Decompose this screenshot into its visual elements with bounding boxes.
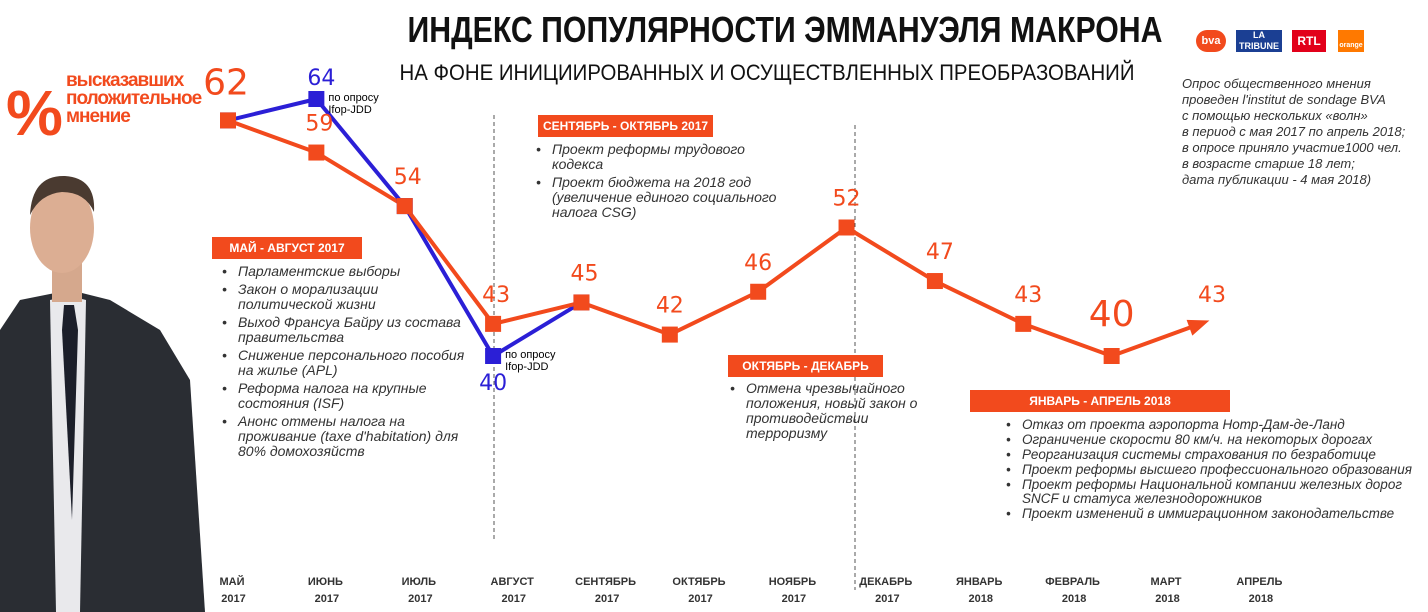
annotation-list: Парламентские выборы Закон о морализации …	[216, 264, 473, 462]
chart-subtitle: НА ФОНЕ ИНИЦИИРОВАННЫХ И ОСУЩЕСТВЛЕННЫХ …	[400, 60, 1135, 85]
x-tick-label: ФЕВРАЛЬ 2018	[1045, 576, 1100, 605]
chart-title: ИНДЕКС ПОПУЛЯРНОСТИ ЭММАНУЭЛЯ МАКРОНА	[408, 9, 1163, 50]
value-label: 54	[394, 165, 422, 190]
logo: LA TRIBUNE	[1236, 30, 1282, 52]
annotation-title: СЕНТЯБРЬ - ОКТЯБРЬ 2017	[538, 115, 713, 137]
marker	[485, 348, 502, 364]
note-line: проведен l'institut de sondage BVA	[1182, 92, 1386, 107]
annotation-item: Проект бюджета на 2018 год (увеличение е…	[536, 175, 782, 220]
annotation-item: Выход Франсуа Байру из состава правитель…	[222, 315, 473, 345]
x-tick-label: МАРТ 2018	[1150, 576, 1181, 605]
x-tick-label: ИЮНЬ 2017	[308, 576, 343, 605]
x-tick-label: ДЕКАБРЬ 2017	[859, 576, 912, 605]
marker	[485, 315, 502, 332]
marker	[396, 198, 413, 215]
annotation-item: Проект реформы высшего профессионального…	[1006, 463, 1428, 478]
x-tick-label: АВГУСТ 2017	[491, 576, 535, 605]
marker	[926, 273, 943, 290]
logo: RTL	[1292, 30, 1326, 52]
annotation-item: Анонс отмены налога на проживание (taxe …	[222, 414, 473, 459]
x-tick-label: ЯНВАРЬ 2018	[956, 576, 1003, 605]
value-label: 47	[926, 240, 954, 265]
annotation-item: Отказ от проекта аэропорта Нотр-Дам-де-Л…	[1006, 418, 1428, 433]
source-label: по опросу Ifop-JDD	[328, 92, 379, 116]
value-label: 62	[203, 62, 249, 103]
note-line: с помощью нескольких «волн»	[1182, 108, 1368, 123]
note: Опрос общественного мнения проведен l'ins…	[1182, 76, 1405, 188]
note-line: Опрос общественного мнения	[1182, 76, 1371, 91]
note-line: в опросе приняло участие1000 чел.	[1182, 140, 1402, 155]
marker	[308, 91, 325, 107]
annotation-list: Проект реформы трудового кодексаПроект б…	[530, 142, 782, 223]
series-line	[227, 118, 1201, 358]
annotation-item: Снижение персонального пособия на жилье …	[222, 348, 473, 378]
arrow-head	[1186, 319, 1210, 336]
x-tick-label: АПРЕЛЬ 2018	[1236, 576, 1282, 605]
marker	[838, 219, 855, 236]
marker	[573, 294, 590, 311]
annotation-item: Ограничение скорости 80 км/ч. на некотор…	[1006, 433, 1428, 448]
source-label: по опросу Ifop-JDD	[505, 349, 556, 373]
annotation-title: ОКТЯБРЬ - ДЕКАБРЬ 2017	[728, 355, 883, 395]
value-label: 40	[1089, 294, 1135, 335]
annotation-title: МАЙ - АВГУСТ 2017	[212, 237, 362, 259]
marker	[220, 112, 236, 129]
annotation-list: Отказ от проекта аэропорта Нотр-Дам-де-Л…	[1000, 418, 1428, 522]
note-line: в период с мая 2017 по апрель 2018;	[1182, 124, 1406, 139]
annotation-item: Реорганизация системы страхования по без…	[1006, 448, 1428, 463]
annotation-item: Проект изменений в иммиграционном законо…	[1006, 507, 1428, 522]
photo	[0, 175, 205, 612]
note-line: в возрасте старше 18 лет;	[1182, 156, 1355, 171]
value-label: 43	[1198, 283, 1226, 308]
marker	[308, 144, 325, 161]
annotation-list: Отмена чрезвычайного положения, новый за…	[724, 381, 946, 444]
marker	[661, 326, 678, 343]
note-line: дата публикации - 4 мая 2018)	[1182, 172, 1372, 187]
x-tick-label: ОКТЯБРЬ 2017	[672, 576, 725, 605]
value-label: 40	[479, 371, 507, 396]
value-label: 59	[305, 112, 333, 137]
annotation-item: Закон о морализации политической жизни	[222, 282, 473, 312]
x-tick-label: МАЙ 2017	[218, 575, 246, 605]
annotation-title: ЯНВАРЬ - АПРЕЛЬ 2018	[970, 390, 1230, 412]
marker	[750, 283, 767, 300]
y-label-symbol: %	[6, 77, 63, 149]
value-label: 46	[744, 251, 772, 276]
annotation-item: Реформа налога на крупные состояния (ISF…	[222, 381, 473, 411]
logo: bva	[1196, 30, 1226, 52]
logo: orange	[1338, 30, 1364, 52]
y-label: высказавших положительное мнение	[66, 70, 202, 127]
annotation-item: Проект реформы трудового кодекса	[536, 142, 782, 172]
annotation-item: Проект реформы Национальной компании жел…	[1006, 478, 1428, 506]
value-label: 43	[1014, 283, 1042, 308]
x-tick-label: СЕНТЯБРЬ 2017	[575, 576, 636, 605]
value-label: 42	[656, 294, 684, 319]
value-label: 52	[833, 187, 861, 212]
x-tick-label: ИЮЛЬ 2017	[402, 576, 437, 605]
annotation-item: Отмена чрезвычайного положения, новый за…	[730, 381, 946, 441]
marker	[1015, 315, 1032, 332]
annotation-item: Парламентские выборы	[222, 264, 473, 280]
value-label: 64	[307, 66, 335, 91]
value-label: 45	[570, 261, 598, 286]
x-tick-label: НОЯБРЬ 2017	[769, 576, 817, 605]
value-label: 43	[482, 283, 510, 308]
marker	[1103, 348, 1120, 364]
